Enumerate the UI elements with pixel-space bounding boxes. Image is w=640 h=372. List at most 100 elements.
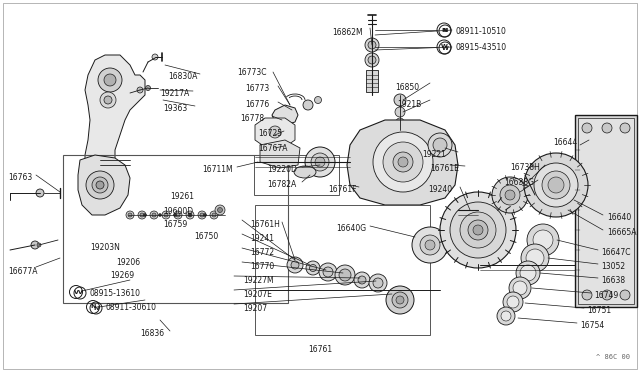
Circle shape xyxy=(527,224,559,256)
Circle shape xyxy=(335,265,355,285)
Circle shape xyxy=(36,189,44,197)
Circle shape xyxy=(368,41,376,49)
Circle shape xyxy=(396,118,404,126)
Text: 08915-13610: 08915-13610 xyxy=(90,289,141,298)
Circle shape xyxy=(212,213,216,217)
Polygon shape xyxy=(272,105,298,125)
Polygon shape xyxy=(255,118,295,147)
Bar xyxy=(575,115,637,307)
Circle shape xyxy=(433,138,447,152)
Circle shape xyxy=(507,296,519,308)
Ellipse shape xyxy=(294,166,316,178)
Text: 16862M: 16862M xyxy=(332,28,363,37)
Circle shape xyxy=(173,214,177,217)
Circle shape xyxy=(505,190,515,200)
Circle shape xyxy=(269,126,281,138)
Polygon shape xyxy=(260,140,300,168)
Text: 19220D: 19220D xyxy=(267,165,297,174)
Text: N: N xyxy=(93,305,99,311)
Circle shape xyxy=(306,261,320,275)
Text: ^ 86C 00: ^ 86C 00 xyxy=(596,354,630,360)
Text: V: V xyxy=(74,289,79,295)
Circle shape xyxy=(210,211,218,219)
Text: 19227M: 19227M xyxy=(243,276,274,285)
Text: 16773C: 16773C xyxy=(237,68,266,77)
Circle shape xyxy=(315,157,325,167)
Circle shape xyxy=(368,56,376,64)
Circle shape xyxy=(365,38,379,52)
Text: 16647C: 16647C xyxy=(601,248,630,257)
Circle shape xyxy=(176,213,180,217)
Circle shape xyxy=(152,213,156,217)
Text: 16836: 16836 xyxy=(140,329,164,338)
Circle shape xyxy=(513,281,527,295)
Text: 19269: 19269 xyxy=(110,271,134,280)
Circle shape xyxy=(373,132,433,192)
Circle shape xyxy=(218,208,223,212)
Circle shape xyxy=(152,54,158,60)
Circle shape xyxy=(395,107,405,117)
Circle shape xyxy=(503,292,523,312)
Circle shape xyxy=(526,181,534,189)
Text: N: N xyxy=(442,29,448,33)
Text: 16761E: 16761E xyxy=(430,164,459,173)
Circle shape xyxy=(86,171,114,199)
Text: V: V xyxy=(77,291,83,295)
Circle shape xyxy=(204,214,207,217)
Text: 16754: 16754 xyxy=(580,321,604,330)
Circle shape xyxy=(526,249,544,267)
Text: 16767A: 16767A xyxy=(258,144,287,153)
Text: 16761H: 16761H xyxy=(250,220,280,229)
Circle shape xyxy=(92,177,108,193)
Circle shape xyxy=(310,264,317,272)
Circle shape xyxy=(525,175,531,181)
Circle shape xyxy=(497,307,515,325)
Bar xyxy=(366,70,378,92)
Text: N: N xyxy=(90,305,96,310)
Circle shape xyxy=(396,296,404,304)
Text: 19207E: 19207E xyxy=(243,290,272,299)
Circle shape xyxy=(314,96,321,103)
Text: 19221: 19221 xyxy=(422,150,446,159)
Text: 16759: 16759 xyxy=(163,220,188,229)
Circle shape xyxy=(186,211,194,219)
Circle shape xyxy=(521,244,549,272)
Circle shape xyxy=(128,213,132,217)
Bar xyxy=(254,155,339,195)
Circle shape xyxy=(602,290,612,300)
Circle shape xyxy=(365,53,379,67)
Text: W: W xyxy=(442,45,449,51)
Text: 08915-43510: 08915-43510 xyxy=(455,44,506,52)
Circle shape xyxy=(524,153,588,217)
Circle shape xyxy=(620,123,630,133)
Circle shape xyxy=(98,68,122,92)
Circle shape xyxy=(582,290,592,300)
Circle shape xyxy=(620,290,630,300)
Text: 16751: 16751 xyxy=(587,306,611,315)
Text: 19207: 19207 xyxy=(243,304,267,313)
Text: 16830A: 16830A xyxy=(168,72,197,81)
Circle shape xyxy=(450,202,506,258)
Circle shape xyxy=(383,142,423,182)
Circle shape xyxy=(582,123,592,133)
Circle shape xyxy=(104,96,112,104)
Text: 16750: 16750 xyxy=(194,232,218,241)
Circle shape xyxy=(305,147,335,177)
Circle shape xyxy=(420,235,440,255)
Text: 16776: 16776 xyxy=(245,100,269,109)
Circle shape xyxy=(369,274,387,292)
Circle shape xyxy=(501,311,511,321)
Circle shape xyxy=(533,230,553,250)
Circle shape xyxy=(412,227,448,263)
Text: 16665A: 16665A xyxy=(607,228,637,237)
Text: 19363: 19363 xyxy=(163,104,188,113)
Polygon shape xyxy=(347,120,458,205)
Text: N: N xyxy=(442,28,447,32)
Circle shape xyxy=(394,94,406,106)
Circle shape xyxy=(104,74,116,86)
Bar xyxy=(63,155,288,303)
Text: 16749: 16749 xyxy=(594,291,618,300)
Circle shape xyxy=(215,205,225,215)
Text: 16738H: 16738H xyxy=(510,163,540,172)
Circle shape xyxy=(393,152,413,172)
